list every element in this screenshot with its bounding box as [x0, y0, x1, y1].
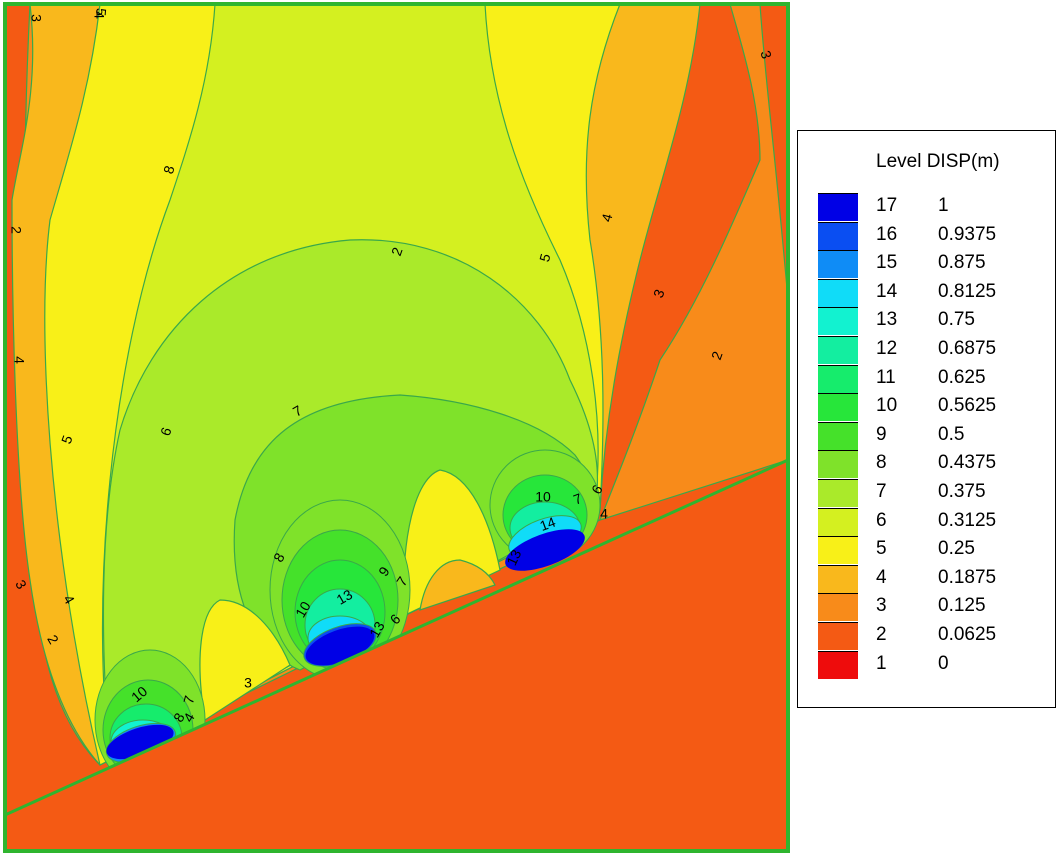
- legend-value: 0.9375: [938, 223, 997, 245]
- legend-level: 1: [876, 652, 887, 674]
- legend-swatch: [818, 221, 858, 250]
- legend-swatch: [818, 364, 858, 393]
- legend-row-2: 2 0.0625: [798, 622, 1055, 650]
- legend-row-15: 15 0.875: [798, 250, 1055, 279]
- contour-band-5-gap1: [199, 599, 291, 722]
- legend-value: 0.6875: [938, 338, 997, 359]
- legend-level: 5: [876, 538, 887, 560]
- contour-label: 10: [292, 598, 314, 620]
- contour-label: 5: [93, 8, 110, 17]
- contour-label: 7: [180, 694, 198, 706]
- legend-swatch: [818, 622, 858, 650]
- contour-label: 14: [538, 514, 558, 534]
- legend-value: 0.875: [938, 252, 986, 274]
- legend-value: 0: [938, 652, 949, 674]
- contour-label: 3: [244, 675, 252, 691]
- legend-row-12: 12 0.6875: [798, 336, 1055, 364]
- legend-value: 0.8125: [938, 280, 997, 302]
- legend-level: 6: [876, 509, 887, 531]
- legend-swatch: [818, 564, 858, 593]
- contour-label: 3: [758, 49, 776, 61]
- legend-value: 0.25: [938, 538, 975, 560]
- legend-swatch: [818, 650, 858, 679]
- legend-level: 14: [876, 280, 898, 302]
- legend-swatch: [818, 536, 858, 565]
- legend-level: 17: [876, 195, 898, 216]
- plot-border: [3, 2, 790, 853]
- contour-label: 4: [600, 506, 608, 522]
- legend-row-13: 13 0.75: [798, 307, 1055, 336]
- contour-label: 8: [160, 164, 178, 176]
- contour-label: 4: [11, 356, 27, 364]
- slope-line: [4, 458, 789, 817]
- legend-row-16: 16 0.9375: [798, 221, 1055, 250]
- legend-level: 10: [876, 395, 898, 417]
- legend-row-3: 3 0.125: [798, 593, 1055, 622]
- source-left: [106, 724, 174, 760]
- legend-level: 7: [876, 481, 887, 502]
- legend-row-6: 6 0.3125: [798, 507, 1055, 536]
- legend-value: 0.1875: [938, 566, 997, 588]
- legend-value: 0.625: [938, 366, 986, 388]
- legend-level: 11: [876, 366, 896, 388]
- legend-value: 0.5625: [938, 395, 997, 417]
- legend-swatch: [818, 593, 858, 622]
- legend-row-5: 5 0.25: [798, 536, 1055, 565]
- legend-row-11: 11 0.625: [798, 364, 1055, 393]
- legend-swatch: [818, 479, 858, 507]
- legend-value: 0.5: [938, 423, 965, 445]
- contour-label: 4: [91, 11, 107, 19]
- contour-label: 13: [503, 547, 524, 568]
- contour-label: 4: [598, 212, 616, 224]
- legend-level: 16: [876, 223, 898, 245]
- contour-label: 2: [8, 226, 24, 234]
- legend: Level DISP(m) 17 1 16 0.9375 15 0.875 14 0.8125…: [797, 130, 1056, 708]
- legend-swatch: [818, 393, 858, 422]
- legend-swatch: [818, 307, 858, 336]
- legend-swatch: [818, 421, 858, 450]
- legend-level: 9: [876, 423, 887, 445]
- legend-row-10: 10 0.5625: [798, 393, 1055, 422]
- contour-label: 3: [28, 14, 44, 22]
- source-right: [505, 529, 585, 571]
- legend-value: 0.0625: [938, 624, 997, 645]
- legend-value: 0.375: [938, 481, 986, 502]
- legend-level: 2: [876, 624, 887, 645]
- legend-value: 1: [938, 195, 949, 216]
- legend-swatch: [818, 250, 858, 279]
- contour-label: 5: [536, 252, 554, 264]
- legend-row-7: 7 0.375: [798, 479, 1055, 507]
- legend-row-17: 17 1: [798, 193, 1055, 221]
- legend-swatch: [818, 450, 858, 479]
- slope-region: [5, 460, 788, 851]
- contour-label: 13: [334, 586, 356, 608]
- legend-level: 4: [876, 566, 887, 588]
- legend-level: 8: [876, 452, 887, 474]
- legend-swatch: [818, 336, 858, 364]
- contour-band-4-gap2: [419, 559, 496, 611]
- contour-label: 10: [535, 489, 551, 505]
- legend-value: 0.75: [938, 309, 975, 331]
- legend-value: 0.125: [938, 595, 986, 617]
- legend-row-4: 4 0.1875: [798, 564, 1055, 593]
- contour-plot: 3 424532854327654423810139710147641087313…: [3, 2, 790, 853]
- legend-row-8: 8 0.4375: [798, 450, 1055, 479]
- legend-value: 0.4375: [938, 452, 997, 474]
- contour-label: 13: [366, 618, 388, 640]
- legend-swatch: [818, 278, 858, 307]
- legend-swatch: [818, 507, 858, 536]
- legend-row-9: 9 0.5: [798, 421, 1055, 450]
- source-middle: [305, 626, 375, 666]
- legend-value: 0.3125: [938, 509, 997, 531]
- legend-level: 3: [876, 595, 887, 617]
- legend-level: 13: [876, 309, 898, 331]
- legend-swatch: [818, 193, 858, 221]
- legend-level: 15: [876, 252, 898, 274]
- legend-title: Level DISP(m): [876, 151, 1000, 172]
- legend-row-14: 14 0.8125: [798, 278, 1055, 307]
- legend-level: 12: [876, 338, 898, 359]
